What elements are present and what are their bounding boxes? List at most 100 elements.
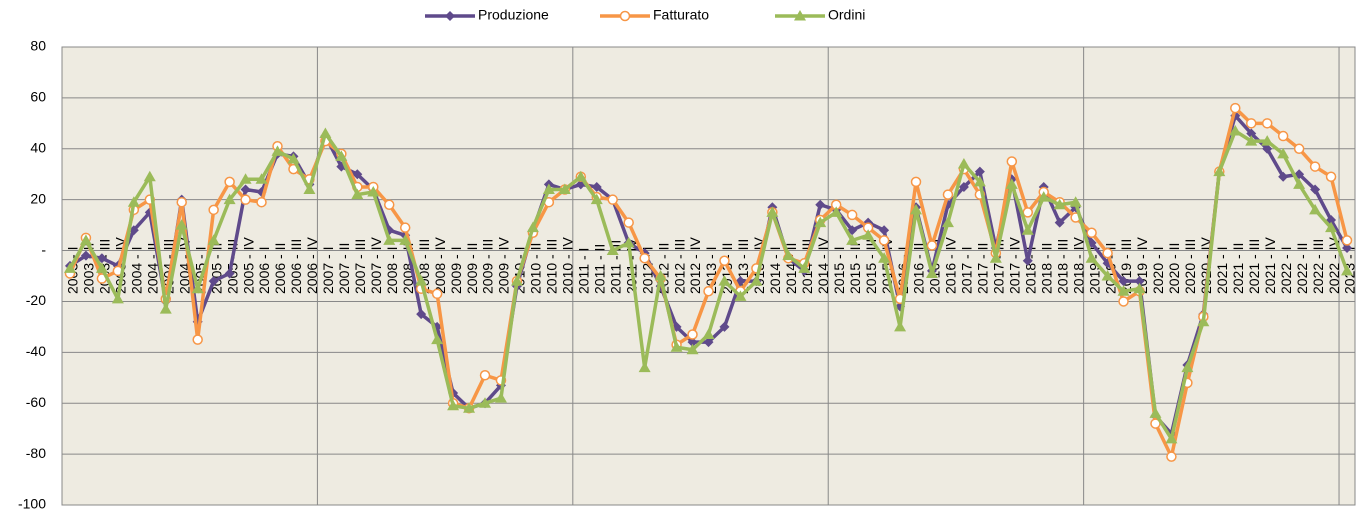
x-tick-label: 2011 - II — [591, 244, 607, 294]
x-tick-label: 2006 - I — [256, 247, 272, 294]
marker — [224, 268, 235, 279]
y-tick-label: -20 — [26, 292, 46, 308]
x-tick-label: 2014 - IV — [815, 237, 831, 294]
x-tick-label: 2009 - IV — [496, 237, 512, 294]
marker — [463, 402, 476, 413]
marker — [606, 244, 619, 256]
x-tick-label: 2017 - I — [959, 247, 975, 294]
marker — [445, 11, 455, 21]
marker — [862, 229, 875, 240]
x-tick-label: 2010 - II — [528, 243, 544, 294]
marker — [1325, 221, 1338, 233]
marker — [319, 127, 332, 139]
marker — [574, 170, 587, 182]
marker — [719, 255, 730, 266]
marker — [846, 209, 858, 221]
marker — [431, 333, 444, 345]
marker — [1341, 235, 1353, 246]
marker — [1037, 191, 1050, 202]
marker — [1245, 135, 1258, 146]
marker — [510, 275, 523, 286]
marker — [287, 152, 300, 164]
marker — [941, 216, 954, 228]
marker — [1086, 227, 1097, 238]
marker — [351, 188, 364, 200]
marker — [111, 292, 124, 304]
x-tick-label: 2006 - IV — [304, 237, 320, 294]
marker — [925, 267, 938, 278]
y-tick-label: 40 — [30, 139, 46, 155]
marker — [894, 320, 907, 332]
marker — [623, 217, 634, 228]
x-tick-label: 2018 - IV — [1070, 237, 1086, 294]
marker — [1118, 276, 1129, 287]
x-tick-label: 2021 - IV — [1262, 237, 1278, 294]
x-tick-label: 2014 - I — [767, 247, 783, 294]
marker — [1118, 296, 1129, 307]
marker — [208, 204, 219, 216]
plot-area — [61, 46, 1356, 506]
y-tick-label: -100 — [18, 496, 46, 512]
legend-label: Ordini — [828, 7, 865, 23]
marker — [1309, 203, 1322, 215]
x-tick-label: 2022 - I — [1278, 247, 1294, 294]
marker — [494, 392, 507, 403]
marker — [814, 216, 827, 228]
marker — [1277, 130, 1289, 142]
marker — [703, 337, 714, 348]
marker — [687, 329, 698, 340]
x-tick-label: 2004 - I — [129, 247, 145, 294]
x-tick-label: 2008 - I — [384, 247, 400, 294]
x-tick-label: 2015 - I — [831, 247, 847, 294]
marker — [910, 203, 923, 215]
marker — [846, 234, 859, 245]
marker — [830, 206, 843, 217]
marker — [639, 252, 650, 264]
marker — [750, 275, 763, 286]
marker — [766, 206, 779, 217]
marker — [734, 290, 747, 301]
y-tick-label: - — [41, 241, 46, 257]
x-tick-label: 2009 - II — [464, 243, 480, 294]
x-tick-label: 2016 - IV — [943, 237, 959, 294]
marker — [176, 196, 187, 208]
marker — [271, 145, 284, 156]
marker — [208, 276, 219, 287]
y-tick-label: 80 — [30, 38, 46, 54]
marker — [1021, 224, 1034, 235]
marker — [782, 249, 795, 261]
marker — [1085, 252, 1098, 263]
marker — [1181, 361, 1194, 373]
marker — [383, 234, 396, 245]
x-tick-label: 2022 - III — [1310, 239, 1326, 294]
marker — [607, 194, 618, 205]
marker — [479, 369, 491, 381]
marker — [63, 262, 76, 273]
marker — [399, 234, 412, 245]
marker — [1229, 124, 1242, 136]
marker — [638, 361, 651, 373]
marker — [794, 10, 806, 21]
x-tick-label: 2020 - I — [1150, 247, 1166, 294]
marker — [415, 275, 428, 286]
x-tick-label: 2007 - IV — [368, 237, 384, 294]
x-tick-label: 2009 - III — [480, 239, 496, 294]
x-tick-label: 2018 - II — [1038, 243, 1054, 294]
marker — [958, 181, 969, 192]
x-tick-label: 2010 - III — [544, 239, 560, 294]
marker — [191, 282, 204, 294]
marker — [239, 173, 252, 184]
x-tick-label: 2007 - II — [336, 243, 352, 294]
marker — [974, 166, 985, 177]
legend-label: Fatturato — [653, 7, 709, 23]
marker — [1261, 135, 1274, 146]
marker — [1069, 196, 1082, 207]
marker — [542, 183, 555, 194]
x-tick-label: 2007 - III — [352, 239, 368, 294]
marker — [526, 221, 539, 233]
x-tick-label: 2016 - II — [911, 243, 927, 294]
marker — [1197, 315, 1210, 327]
marker — [1245, 118, 1257, 129]
y-tick-label: -40 — [26, 343, 46, 359]
marker — [989, 252, 1002, 263]
